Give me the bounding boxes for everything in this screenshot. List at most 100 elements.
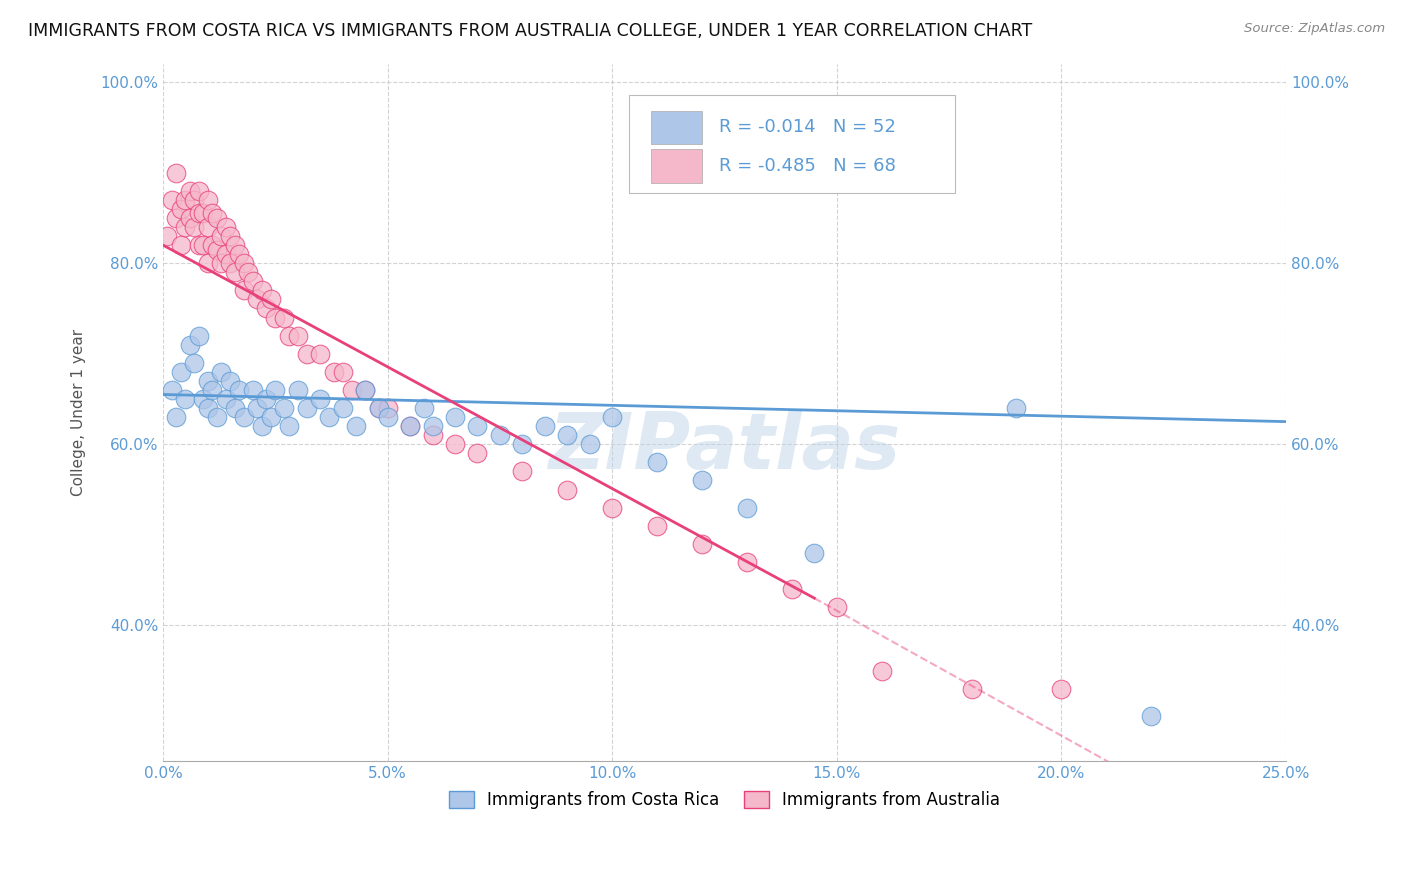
Point: [174, 219, 197, 234]
Point: [322, 365, 344, 379]
Point: [166, 410, 188, 425]
Point: [287, 383, 309, 397]
Point: [219, 229, 242, 244]
Point: [215, 219, 238, 234]
Point: [960, 681, 983, 696]
Point: [224, 401, 246, 415]
Text: R = -0.014   N = 52: R = -0.014 N = 52: [718, 119, 896, 136]
Point: [166, 166, 188, 180]
Point: [209, 256, 232, 270]
Point: [354, 383, 377, 397]
Point: [273, 310, 295, 325]
Point: [170, 365, 193, 379]
Point: [179, 337, 201, 351]
Point: [444, 437, 467, 451]
Point: [318, 410, 340, 425]
Point: [512, 464, 534, 478]
Point: [399, 419, 422, 434]
Point: [197, 193, 219, 207]
Point: [870, 664, 893, 678]
Point: [444, 410, 467, 425]
Y-axis label: College, Under 1 year: College, Under 1 year: [72, 329, 86, 496]
Point: [183, 356, 205, 370]
Point: [309, 392, 332, 406]
Point: [156, 229, 179, 244]
Point: [205, 243, 228, 257]
Point: [735, 555, 758, 569]
Point: [422, 428, 444, 442]
Point: [170, 238, 193, 252]
Point: [340, 383, 363, 397]
Point: [250, 419, 273, 434]
Point: [344, 419, 367, 434]
Point: [232, 284, 254, 298]
Text: IMMIGRANTS FROM COSTA RICA VS IMMIGRANTS FROM AUSTRALIA COLLEGE, UNDER 1 YEAR CO: IMMIGRANTS FROM COSTA RICA VS IMMIGRANTS…: [28, 22, 1032, 40]
Point: [600, 500, 623, 515]
Point: [264, 383, 287, 397]
Point: [179, 184, 201, 198]
Point: [295, 401, 318, 415]
Point: [197, 219, 219, 234]
Point: [467, 446, 489, 460]
Point: [242, 274, 264, 288]
Point: [232, 256, 254, 270]
Text: Source: ZipAtlas.com: Source: ZipAtlas.com: [1244, 22, 1385, 36]
Point: [422, 419, 444, 434]
Point: [367, 401, 389, 415]
Point: [205, 410, 228, 425]
Point: [512, 437, 534, 451]
Point: [179, 211, 201, 225]
Point: [295, 347, 318, 361]
Legend: Immigrants from Costa Rica, Immigrants from Australia: Immigrants from Costa Rica, Immigrants f…: [441, 784, 1007, 815]
Point: [780, 582, 803, 596]
Point: [287, 328, 309, 343]
Point: [187, 238, 209, 252]
Point: [735, 500, 758, 515]
Point: [825, 600, 848, 615]
Point: [183, 219, 205, 234]
Point: [219, 256, 242, 270]
Point: [260, 293, 283, 307]
Point: [170, 202, 193, 216]
Point: [224, 238, 246, 252]
Point: [201, 206, 224, 220]
FancyBboxPatch shape: [651, 111, 702, 145]
Point: [209, 365, 232, 379]
Point: [224, 265, 246, 279]
Point: [160, 193, 183, 207]
Point: [242, 383, 264, 397]
Point: [201, 238, 224, 252]
Point: [1050, 681, 1073, 696]
Point: [260, 410, 283, 425]
Point: [377, 401, 399, 415]
Point: [309, 347, 332, 361]
Point: [690, 474, 713, 488]
Point: [193, 392, 215, 406]
Point: [193, 238, 215, 252]
Point: [166, 211, 188, 225]
Point: [645, 455, 668, 469]
Point: [228, 383, 250, 397]
Point: [174, 193, 197, 207]
Text: R = -0.485   N = 68: R = -0.485 N = 68: [718, 157, 896, 175]
Point: [232, 410, 254, 425]
Point: [187, 184, 209, 198]
Point: [377, 410, 399, 425]
Point: [160, 383, 183, 397]
Point: [399, 419, 422, 434]
Point: [533, 419, 555, 434]
Point: [1140, 708, 1163, 723]
Point: [183, 193, 205, 207]
Point: [250, 284, 273, 298]
Point: [197, 374, 219, 388]
Point: [254, 301, 277, 316]
Point: [555, 428, 578, 442]
Point: [246, 293, 269, 307]
Point: [332, 365, 354, 379]
Point: [219, 374, 242, 388]
Point: [209, 229, 232, 244]
Point: [187, 206, 209, 220]
Point: [332, 401, 354, 415]
Point: [246, 401, 269, 415]
Point: [201, 383, 224, 397]
